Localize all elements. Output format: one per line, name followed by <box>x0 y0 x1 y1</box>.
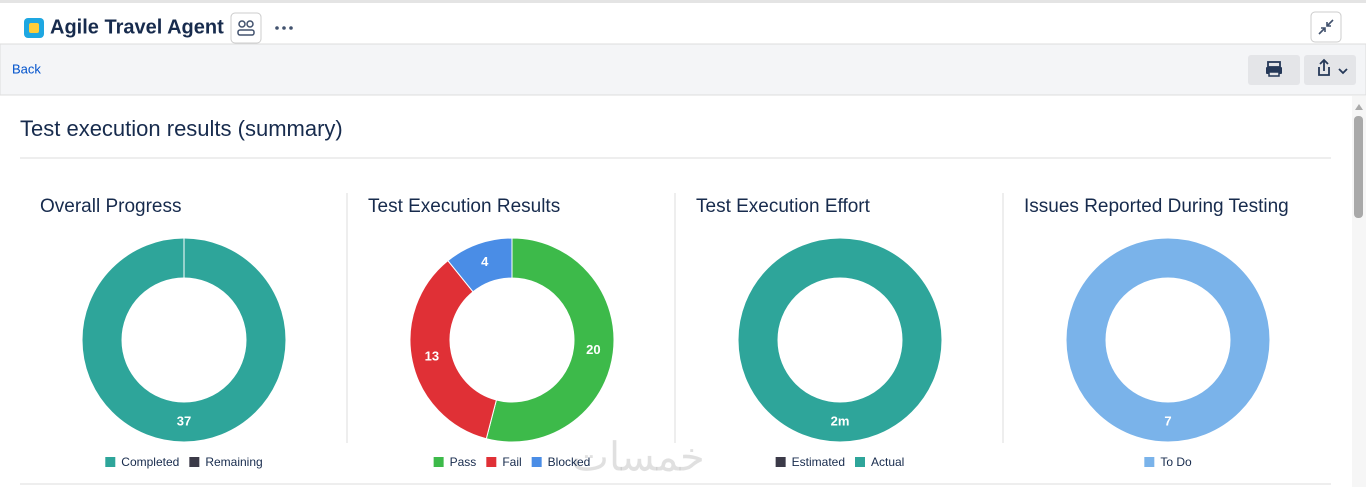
section-title: Test execution results (summary) <box>20 116 343 141</box>
chart-title: Issues Reported During Testing <box>1024 196 1289 217</box>
share-button[interactable] <box>1304 55 1356 85</box>
legend-swatch <box>531 457 542 467</box>
legend-label: Fail <box>502 455 521 469</box>
data-label: 37 <box>177 413 191 428</box>
legend-label: Pass <box>450 455 477 469</box>
team-button[interactable] <box>230 12 262 44</box>
donut-segment <box>485 237 615 443</box>
chart-title: Test Execution Effort <box>696 196 871 217</box>
legend-swatch <box>189 457 200 467</box>
toolbar <box>0 43 1366 96</box>
donut-segment <box>1065 237 1271 443</box>
legend-label: Estimated <box>792 455 845 469</box>
chart-title: Test Execution Results <box>368 196 560 217</box>
data-label: 2m <box>831 413 850 428</box>
legend-swatch <box>1144 457 1155 467</box>
app-icon <box>24 18 44 38</box>
legend-swatch <box>433 457 444 467</box>
back-link[interactable]: Back <box>12 61 41 76</box>
minimize-button[interactable] <box>1310 11 1342 43</box>
legend-swatch <box>855 457 865 467</box>
scrollbar-thumb[interactable] <box>1354 116 1363 218</box>
legend-swatch <box>486 457 497 467</box>
data-label: 7 <box>1164 413 1171 428</box>
data-label: 13 <box>425 349 439 364</box>
legend-label: To Do <box>1160 455 1192 469</box>
legend-label: Blocked <box>548 455 591 469</box>
legend-swatch <box>105 457 116 467</box>
app-title: Agile Travel Agent <box>50 16 224 38</box>
data-label: 20 <box>586 342 600 357</box>
legend-swatch <box>775 457 786 467</box>
donut-segment <box>409 259 497 440</box>
donut-segment <box>737 237 943 443</box>
watermark: خمسات <box>571 436 704 480</box>
legend-label: Completed <box>121 455 179 469</box>
scroll-up[interactable] <box>1355 104 1363 110</box>
more-button[interactable] <box>275 26 293 30</box>
donut-segment <box>81 237 287 443</box>
data-label: 4 <box>481 254 489 269</box>
top-edge <box>0 0 1366 3</box>
donut-segment <box>447 237 513 293</box>
legend-label: Actual <box>871 455 904 469</box>
print-button[interactable] <box>1248 55 1300 85</box>
chart-title: Overall Progress <box>40 196 182 217</box>
legend-label: Remaining <box>205 455 262 469</box>
